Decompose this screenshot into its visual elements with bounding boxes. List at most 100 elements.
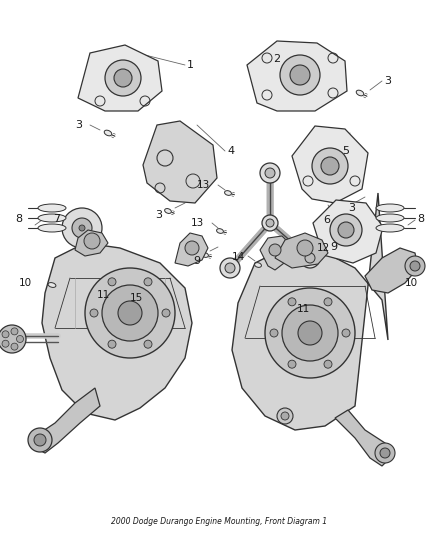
Circle shape xyxy=(2,331,9,338)
Ellipse shape xyxy=(216,229,223,233)
Text: 10: 10 xyxy=(19,278,32,288)
Circle shape xyxy=(380,448,390,458)
Circle shape xyxy=(34,434,46,446)
Ellipse shape xyxy=(201,253,208,257)
Polygon shape xyxy=(365,248,418,293)
Text: 3: 3 xyxy=(155,210,162,220)
Ellipse shape xyxy=(345,203,351,207)
Polygon shape xyxy=(335,410,390,466)
Circle shape xyxy=(338,222,354,238)
Ellipse shape xyxy=(38,214,66,222)
Circle shape xyxy=(220,258,240,278)
Text: 3: 3 xyxy=(384,76,391,86)
Ellipse shape xyxy=(165,208,171,213)
Circle shape xyxy=(410,261,420,271)
Circle shape xyxy=(144,278,152,286)
Circle shape xyxy=(11,343,18,350)
Circle shape xyxy=(2,340,9,347)
Polygon shape xyxy=(143,121,217,203)
Ellipse shape xyxy=(48,282,56,287)
Circle shape xyxy=(324,360,332,368)
Circle shape xyxy=(225,263,235,273)
Circle shape xyxy=(260,163,280,183)
Circle shape xyxy=(62,208,102,248)
Polygon shape xyxy=(260,236,292,270)
Circle shape xyxy=(162,309,170,317)
Text: 4: 4 xyxy=(227,146,234,156)
Circle shape xyxy=(305,253,315,263)
Ellipse shape xyxy=(115,289,121,293)
Circle shape xyxy=(330,214,362,246)
Circle shape xyxy=(262,215,278,231)
Text: 9: 9 xyxy=(330,242,337,252)
Circle shape xyxy=(90,309,98,317)
Circle shape xyxy=(144,340,152,348)
Text: 13: 13 xyxy=(191,218,204,228)
Circle shape xyxy=(266,219,274,227)
Circle shape xyxy=(79,225,85,231)
Circle shape xyxy=(324,298,332,306)
Polygon shape xyxy=(42,243,192,420)
Text: 2: 2 xyxy=(273,54,280,64)
Circle shape xyxy=(321,157,339,175)
Circle shape xyxy=(281,412,289,420)
Circle shape xyxy=(282,305,338,361)
Ellipse shape xyxy=(376,214,404,222)
Text: 2000 Dodge Durango Engine Mounting, Front Diagram 1: 2000 Dodge Durango Engine Mounting, Fron… xyxy=(111,516,327,526)
Text: 15: 15 xyxy=(130,293,143,303)
Circle shape xyxy=(114,69,132,87)
Polygon shape xyxy=(313,200,383,263)
Circle shape xyxy=(11,328,18,335)
Circle shape xyxy=(72,218,92,238)
Ellipse shape xyxy=(254,263,261,268)
Polygon shape xyxy=(275,233,328,268)
Text: 12: 12 xyxy=(317,243,330,253)
Circle shape xyxy=(297,240,313,256)
Circle shape xyxy=(288,298,296,306)
Text: 5: 5 xyxy=(342,146,349,156)
Ellipse shape xyxy=(356,90,364,96)
Polygon shape xyxy=(78,45,162,111)
Circle shape xyxy=(17,335,24,343)
Circle shape xyxy=(270,329,278,337)
Circle shape xyxy=(265,168,275,178)
Polygon shape xyxy=(75,230,108,256)
Circle shape xyxy=(269,244,281,256)
Circle shape xyxy=(405,256,425,276)
Circle shape xyxy=(298,321,322,345)
Text: 8: 8 xyxy=(15,214,22,224)
Circle shape xyxy=(108,278,116,286)
Polygon shape xyxy=(247,41,347,111)
Circle shape xyxy=(312,148,348,184)
Polygon shape xyxy=(232,193,388,430)
Circle shape xyxy=(185,241,199,255)
Text: 7: 7 xyxy=(53,214,60,224)
Circle shape xyxy=(0,325,26,353)
Text: 1: 1 xyxy=(187,60,194,70)
Text: 10: 10 xyxy=(405,278,418,288)
Circle shape xyxy=(280,55,320,95)
Polygon shape xyxy=(35,388,100,453)
Circle shape xyxy=(277,408,293,424)
Circle shape xyxy=(265,288,355,378)
Ellipse shape xyxy=(225,191,231,196)
Text: 11: 11 xyxy=(97,290,110,300)
Ellipse shape xyxy=(376,204,404,212)
Circle shape xyxy=(105,60,141,96)
Circle shape xyxy=(375,443,395,463)
Text: 11: 11 xyxy=(297,304,310,314)
Ellipse shape xyxy=(38,204,66,212)
Ellipse shape xyxy=(38,224,66,232)
Circle shape xyxy=(85,268,175,358)
Circle shape xyxy=(342,329,350,337)
Text: 3: 3 xyxy=(75,120,82,130)
Text: 14: 14 xyxy=(232,252,245,262)
Text: 6: 6 xyxy=(323,215,330,225)
Ellipse shape xyxy=(314,303,321,307)
Circle shape xyxy=(118,301,142,325)
Polygon shape xyxy=(292,126,368,203)
Circle shape xyxy=(28,428,52,452)
Circle shape xyxy=(290,65,310,85)
Circle shape xyxy=(84,233,100,249)
Text: 3: 3 xyxy=(348,203,355,213)
